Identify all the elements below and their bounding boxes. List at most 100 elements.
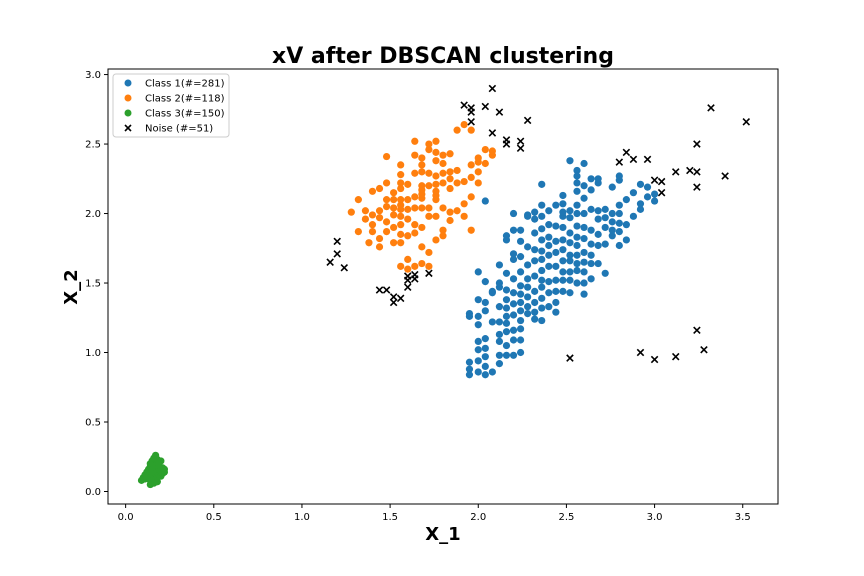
data-point [524,293,532,301]
noise-point [488,84,497,93]
y-tick-label: 3.0 [85,70,101,81]
data-point [545,241,553,250]
data-point [418,168,426,176]
data-point [481,335,489,343]
data-point [397,239,405,247]
data-point [524,303,532,311]
data-point [495,360,504,368]
data-point [467,173,475,182]
data-point [488,368,496,376]
noise-point [700,345,708,354]
data-point [580,223,588,232]
data-point [495,351,504,359]
data-point [650,197,659,205]
x-tick-label: 2.5 [558,512,574,523]
data-point [601,223,609,232]
noise-point [657,177,666,186]
noise-point [382,286,391,294]
data-point [552,201,560,209]
data-point [446,175,454,183]
data-point [368,228,377,236]
noise-point [629,155,638,164]
data-point [390,196,398,204]
data-point [636,180,645,188]
data-point [375,214,384,222]
data-point [509,255,518,263]
data-point [545,233,553,241]
data-point [495,261,504,269]
y-tick-label: 0.0 [85,487,101,498]
noise-point [566,354,574,362]
data-point [566,207,574,215]
data-point [495,318,504,326]
noise-point [488,129,497,137]
data-point [354,196,362,204]
data-point [460,177,468,186]
data-point [432,212,440,220]
data-point [573,222,581,230]
data-point [573,233,581,241]
data-point [446,216,454,225]
data-point [580,248,588,257]
data-point [481,278,489,286]
noise-point [411,270,419,279]
data-point [397,161,405,169]
series-2-points [347,120,496,273]
data-point [615,228,623,236]
data-point [474,268,482,276]
data-point [474,337,482,345]
data-point [538,212,546,220]
data-point [411,169,419,177]
data-point [474,168,482,176]
noise-point [502,136,511,144]
data-point [439,179,447,187]
data-point [509,275,518,283]
data-point [347,208,355,216]
data-point [467,193,475,201]
data-point [488,147,496,155]
data-point [516,316,525,325]
data-point [418,182,426,190]
data-point [361,215,370,223]
data-point [594,230,602,238]
data-point [474,368,482,376]
data-point [516,336,525,344]
data-point [474,154,482,162]
data-point [509,351,518,359]
noise-point [693,326,701,335]
data-point [524,212,532,220]
data-point [552,248,560,257]
data-point [573,266,581,275]
noise-point [693,140,701,148]
x-tick-label: 1.5 [382,512,398,523]
data-point [531,298,539,307]
data-point [580,209,588,218]
data-point [573,209,581,218]
data-point [538,180,546,188]
data-point [509,209,518,218]
data-point [509,311,518,319]
data-point [601,269,609,277]
data-point [615,172,623,180]
data-point [502,328,511,336]
y-axis-label: X_2 [61,269,82,304]
data-point [580,159,588,168]
data-point [160,465,169,473]
data-point [573,251,581,259]
data-point [531,287,539,295]
legend-items: Class 1(#=281) Class 2(#=118) Class 3(#=15… [124,79,225,135]
data-point [559,223,567,232]
legend-marker [124,79,132,87]
data-point [587,226,595,234]
data-point [404,232,412,240]
data-point [425,182,433,190]
legend: Class 1(#=281) Class 2(#=118) Class 3(#=15… [112,73,230,138]
data-point [411,262,419,270]
data-point [531,308,539,316]
data-point [397,196,405,204]
x-tick-label: 0.5 [206,512,222,523]
noise-point [340,263,349,272]
noise-point [671,168,680,176]
legend-label: Class 2(#=118) [145,94,225,105]
data-point [432,172,440,180]
